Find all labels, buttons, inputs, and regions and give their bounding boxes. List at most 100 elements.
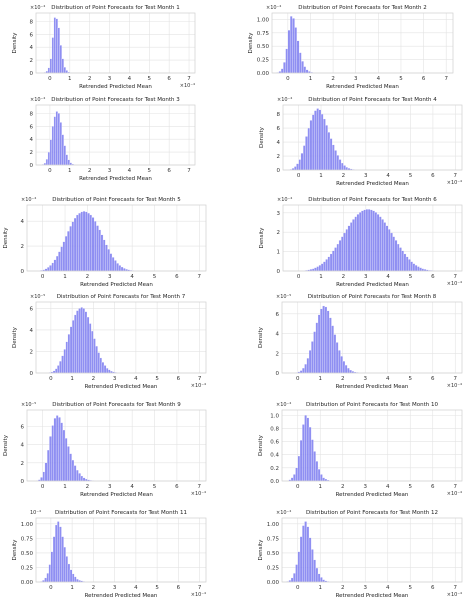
chart-title: Distribution of Point Forecasts for Test…	[52, 402, 181, 408]
histogram-bar	[59, 526, 62, 583]
histogram-bar	[48, 564, 51, 583]
histogram-bar	[63, 349, 66, 374]
plot-frame	[282, 104, 463, 171]
histogram-bar	[287, 30, 291, 74]
histogram-bar	[410, 261, 413, 272]
y-tick-label: 4	[30, 137, 34, 143]
plot-frame	[281, 409, 463, 482]
histogram-bar	[57, 113, 60, 166]
histogram-bar	[313, 559, 316, 583]
histogram-bar	[326, 310, 330, 374]
histogram-bar	[106, 368, 109, 374]
histogram-bar	[95, 345, 98, 374]
plot-frame	[35, 104, 196, 166]
histogram-bar	[71, 221, 75, 272]
x-tick-label: 2	[92, 376, 96, 382]
histogram-bar	[329, 253, 333, 272]
x-tick-label: 3	[364, 376, 368, 382]
histogram-bar	[408, 259, 411, 272]
x-tick-label: 5	[409, 376, 413, 382]
x-axis-label: Retrended Predicted Mean	[80, 492, 153, 498]
histogram-bar	[47, 151, 51, 166]
histogram-bar	[42, 471, 46, 482]
histogram-bar	[302, 525, 305, 583]
x-tick-label: 1	[319, 585, 323, 591]
y-exponent-label: 10⁻⁴	[30, 510, 41, 516]
chart-title: Distribution of Point Forecasts for Test…	[51, 5, 180, 11]
histogram-bar	[294, 27, 298, 74]
x-tick-label: 4	[386, 585, 390, 591]
histogram-bar	[338, 159, 342, 171]
histogram-bar	[296, 163, 299, 171]
histogram-bar	[305, 136, 308, 171]
x-axis-label: Retrended Predicted Mean	[336, 384, 409, 390]
histogram-bar	[49, 58, 53, 74]
x-tick-label: 0	[296, 376, 300, 382]
histogram-bar	[401, 250, 404, 272]
histogram-bar	[57, 521, 60, 583]
x-tick-label: 2	[341, 484, 345, 490]
y-tick-label: 4	[30, 328, 34, 334]
x-tick-label: 1	[319, 484, 323, 490]
y-tick-label: 0	[30, 163, 34, 169]
y-exponent-label: ×10⁻⁴	[21, 197, 36, 203]
y-axis-label: Density	[258, 326, 264, 348]
x-tick-label: 2	[342, 274, 346, 280]
histogram-bar	[344, 364, 348, 374]
histogram-bar	[379, 216, 382, 272]
histogram-bar	[292, 18, 295, 74]
histogram-bar	[51, 37, 55, 74]
y-tick-label: 0.8	[270, 426, 279, 432]
histogram-panel-9: 0 1 2 3 4 5 6 7 0 2 4 6 ×10⁻⁵ ×10⁻⁴ Distribution of Po…	[3, 402, 207, 498]
histogram-bar	[334, 150, 337, 171]
histogram-bar	[71, 459, 75, 482]
x-exponent-label: ×10⁻⁴	[447, 592, 462, 598]
x-tick-label: 4	[128, 168, 132, 174]
x-tick-label: 5	[148, 76, 152, 82]
histogram-bar	[347, 367, 350, 374]
y-axis-label: Density	[259, 126, 265, 148]
chart-title: Distribution of Point Forecasts for Test…	[308, 197, 437, 203]
histogram-bar	[67, 159, 70, 166]
histogram-bar	[51, 262, 54, 272]
histogram-panel-10: 0 1 2 3 4 5 6 7 0.0 0.2 0.4 0.6 0.8 1.0 ×10⁻⁴ ×10⁻⁴ Dist…	[258, 402, 463, 498]
histogram-bar	[65, 341, 68, 374]
histogram-bar	[358, 212, 362, 272]
x-exponent-label: ×10⁻⁴	[191, 491, 206, 497]
x-tick-label: 1	[68, 76, 72, 82]
histogram-bar	[65, 154, 68, 166]
histogram-bar	[85, 211, 88, 272]
histogram-bar	[51, 126, 55, 166]
x-axis-label: Retrended Predicted Mean	[326, 84, 399, 90]
histogram-bar	[308, 537, 312, 583]
histogram-bar	[336, 155, 340, 171]
x-tick-label: 6	[177, 585, 181, 591]
histogram-bar	[60, 422, 63, 482]
histogram-bar	[47, 267, 50, 272]
histogram-bar	[329, 138, 333, 171]
histogram-bar	[40, 477, 43, 482]
histogram-bar	[62, 241, 66, 272]
x-exponent-label: ×10⁻⁴	[191, 383, 206, 389]
histogram-bar	[52, 536, 56, 583]
x-tick-label: 7	[198, 585, 202, 591]
histogram-bar	[323, 118, 326, 171]
x-tick-label: 4	[134, 585, 138, 591]
histogram-bar	[59, 45, 62, 74]
histogram-bar	[46, 573, 49, 583]
x-tick-label: 3	[113, 585, 117, 591]
x-tick-label: 6	[422, 76, 426, 82]
histogram-bar	[309, 120, 313, 171]
x-axis-label: Retrended Predicted Mean	[336, 181, 409, 187]
y-tick-label: 0.6	[270, 440, 279, 446]
histogram-bar	[318, 109, 322, 171]
histogram-bar	[98, 229, 101, 272]
histogram-bar	[300, 153, 304, 171]
histogram-bar	[76, 214, 79, 272]
x-tick-label: 1	[319, 376, 323, 382]
x-tick-label: 3	[108, 76, 112, 82]
histogram-bar	[311, 549, 314, 583]
x-tick-label: 1	[309, 76, 313, 82]
histogram-bar	[84, 311, 88, 374]
chart-title: Distribution of Point Forecasts for Test…	[308, 97, 437, 103]
